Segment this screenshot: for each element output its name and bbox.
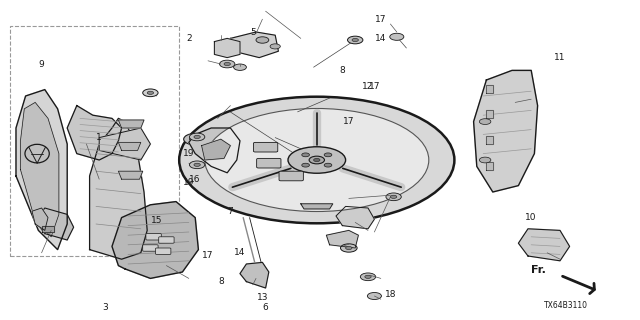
- Polygon shape: [118, 120, 144, 128]
- Circle shape: [184, 133, 207, 145]
- Polygon shape: [189, 128, 240, 173]
- Polygon shape: [35, 208, 74, 240]
- FancyBboxPatch shape: [146, 234, 161, 240]
- Polygon shape: [67, 106, 122, 160]
- Text: 10: 10: [525, 213, 537, 222]
- Circle shape: [346, 246, 352, 250]
- Polygon shape: [42, 226, 54, 232]
- Text: 12: 12: [362, 82, 374, 91]
- Text: 2: 2: [186, 34, 191, 43]
- Text: 17: 17: [369, 82, 380, 91]
- Circle shape: [189, 161, 205, 169]
- Ellipse shape: [179, 97, 454, 223]
- Ellipse shape: [288, 147, 346, 173]
- Circle shape: [386, 193, 401, 201]
- Circle shape: [390, 33, 404, 40]
- Text: 19: 19: [183, 178, 195, 187]
- Text: 17: 17: [343, 117, 355, 126]
- Text: 17: 17: [202, 252, 214, 260]
- Polygon shape: [240, 262, 269, 288]
- Text: 17: 17: [375, 15, 387, 24]
- Polygon shape: [486, 85, 493, 93]
- Text: 13: 13: [257, 293, 268, 302]
- Circle shape: [189, 136, 201, 142]
- Polygon shape: [90, 118, 147, 259]
- Polygon shape: [214, 38, 240, 58]
- Text: 1: 1: [97, 133, 102, 142]
- Polygon shape: [486, 136, 493, 144]
- Circle shape: [340, 244, 357, 252]
- Polygon shape: [326, 230, 358, 248]
- Polygon shape: [336, 206, 374, 229]
- Circle shape: [147, 91, 154, 94]
- Circle shape: [301, 163, 309, 167]
- Polygon shape: [486, 110, 493, 118]
- Text: 16: 16: [189, 175, 201, 184]
- Polygon shape: [474, 70, 538, 192]
- Text: 3: 3: [103, 303, 108, 312]
- Circle shape: [220, 60, 235, 68]
- Polygon shape: [99, 128, 150, 160]
- Circle shape: [348, 36, 363, 44]
- Text: 11: 11: [554, 53, 566, 62]
- Circle shape: [324, 153, 332, 157]
- Text: 9: 9: [39, 60, 44, 68]
- Circle shape: [301, 153, 309, 157]
- Text: 18: 18: [385, 290, 396, 299]
- FancyBboxPatch shape: [159, 237, 174, 243]
- Text: 8: 8: [218, 277, 223, 286]
- Circle shape: [360, 273, 376, 281]
- Text: 15: 15: [151, 216, 163, 225]
- Text: 19: 19: [183, 149, 195, 158]
- Circle shape: [189, 133, 205, 141]
- Circle shape: [365, 275, 371, 278]
- Polygon shape: [32, 208, 48, 230]
- Text: Fr.: Fr.: [531, 265, 547, 276]
- Polygon shape: [202, 139, 230, 160]
- Text: 8: 8: [340, 66, 345, 75]
- Circle shape: [194, 135, 200, 139]
- Circle shape: [234, 64, 246, 70]
- FancyBboxPatch shape: [253, 142, 278, 152]
- Circle shape: [256, 37, 269, 43]
- Polygon shape: [518, 229, 570, 261]
- Polygon shape: [301, 204, 333, 209]
- Circle shape: [143, 89, 158, 97]
- Polygon shape: [16, 90, 67, 250]
- Polygon shape: [20, 102, 59, 237]
- Polygon shape: [230, 32, 278, 58]
- Text: TX64B3110: TX64B3110: [545, 301, 588, 310]
- Text: 14: 14: [234, 248, 246, 257]
- Circle shape: [390, 195, 397, 198]
- Circle shape: [314, 158, 320, 162]
- Polygon shape: [118, 171, 143, 179]
- Bar: [10, 26, 179, 256]
- Circle shape: [367, 292, 381, 300]
- Ellipse shape: [205, 108, 429, 212]
- Polygon shape: [118, 142, 141, 150]
- Text: 7: 7: [228, 207, 233, 216]
- Circle shape: [224, 62, 230, 66]
- Text: 5: 5: [250, 28, 255, 36]
- Polygon shape: [112, 202, 198, 278]
- Circle shape: [479, 119, 491, 124]
- Circle shape: [324, 163, 332, 167]
- FancyBboxPatch shape: [143, 245, 158, 251]
- Circle shape: [352, 38, 358, 42]
- FancyBboxPatch shape: [257, 158, 281, 168]
- Circle shape: [270, 44, 280, 49]
- Polygon shape: [486, 162, 493, 170]
- FancyBboxPatch shape: [156, 248, 171, 254]
- FancyBboxPatch shape: [279, 171, 303, 181]
- Text: 6: 6: [263, 303, 268, 312]
- Text: 14: 14: [375, 34, 387, 43]
- Circle shape: [194, 163, 200, 166]
- Circle shape: [479, 157, 491, 163]
- Circle shape: [309, 156, 324, 164]
